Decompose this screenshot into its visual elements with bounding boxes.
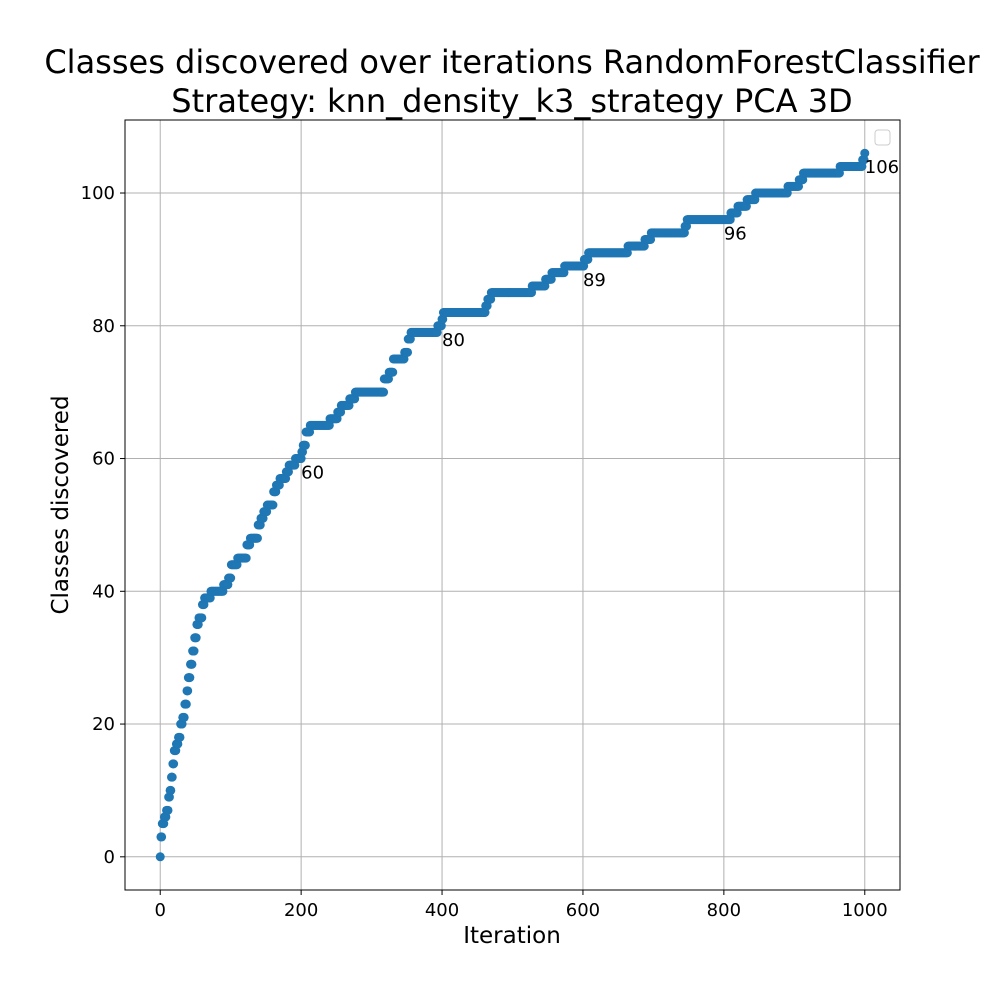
data-point xyxy=(379,387,389,397)
data-point xyxy=(197,613,207,623)
point-annotations: 60 80 89 96 106 xyxy=(301,157,899,483)
point-annotation: 106 xyxy=(865,157,899,178)
data-point xyxy=(155,852,165,862)
data-point xyxy=(163,805,173,815)
point-annotation: 96 xyxy=(724,224,747,245)
y-tick-label: 20 xyxy=(92,714,115,735)
data-point xyxy=(183,686,193,696)
y-tick-label: 0 xyxy=(104,847,115,868)
data-point xyxy=(169,759,179,769)
x-axis-label: Iteration xyxy=(463,923,561,949)
data-point xyxy=(175,732,185,742)
data-point xyxy=(268,500,278,510)
data-point xyxy=(403,347,413,357)
y-tick-label: 80 xyxy=(92,316,115,337)
y-axis-ticks: 0 20 40 60 80 100 xyxy=(81,183,125,868)
data-point xyxy=(388,367,398,377)
data-point xyxy=(300,440,310,450)
data-point xyxy=(191,633,201,643)
data-points xyxy=(155,148,870,862)
data-point xyxy=(189,646,199,656)
y-tick-label: 40 xyxy=(92,581,115,602)
y-tick-label: 100 xyxy=(81,183,115,204)
x-tick-label: 400 xyxy=(425,900,459,921)
data-point xyxy=(252,533,262,543)
data-point xyxy=(226,573,236,583)
data-point xyxy=(157,832,167,842)
x-tick-label: 800 xyxy=(707,900,741,921)
data-point xyxy=(860,148,870,158)
x-tick-label: 0 xyxy=(155,900,166,921)
grid-lines xyxy=(125,120,900,890)
y-tick-label: 60 xyxy=(92,449,115,470)
point-annotation: 60 xyxy=(301,463,324,484)
x-tick-label: 1000 xyxy=(842,900,888,921)
point-annotation: 89 xyxy=(583,270,606,291)
data-point xyxy=(241,553,251,563)
plot-area-frame xyxy=(124,119,901,891)
point-annotation: 80 xyxy=(442,330,465,351)
data-point xyxy=(859,155,869,165)
x-tick-label: 200 xyxy=(284,900,318,921)
x-tick-label: 600 xyxy=(566,900,600,921)
x-axis-ticks: 0 200 400 600 800 1000 xyxy=(155,890,888,921)
legend-box xyxy=(874,129,891,146)
data-point xyxy=(166,785,176,795)
data-point xyxy=(181,699,191,709)
y-axis-label: Classes discovered xyxy=(48,395,74,614)
data-point xyxy=(179,712,189,722)
data-point xyxy=(185,673,195,683)
data-point xyxy=(187,659,197,669)
data-point xyxy=(167,772,177,782)
chart-title-line-1: Classes discovered over iterations Rando… xyxy=(44,43,980,81)
chart-title-line-2: Strategy: knn_density_k3_strategy PCA 3D xyxy=(171,82,852,120)
